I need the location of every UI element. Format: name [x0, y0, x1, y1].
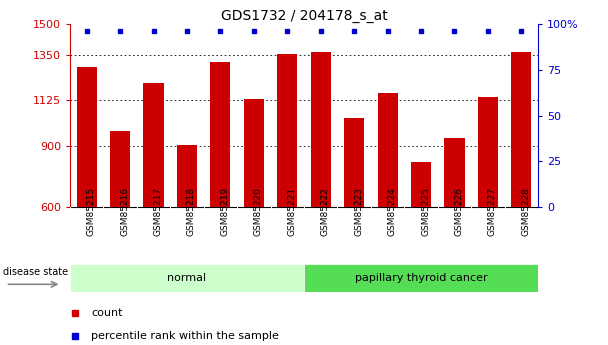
- Text: normal: normal: [167, 273, 207, 283]
- Bar: [478, 97, 498, 207]
- Title: GDS1732 / 204178_s_at: GDS1732 / 204178_s_at: [221, 9, 387, 23]
- Text: GSM85228: GSM85228: [521, 187, 530, 236]
- Bar: [444, 138, 465, 207]
- Text: GSM85224: GSM85224: [388, 187, 396, 236]
- Text: GSM85223: GSM85223: [354, 187, 363, 236]
- Text: GSM85227: GSM85227: [488, 187, 497, 236]
- Text: GSM85221: GSM85221: [287, 187, 296, 236]
- Bar: [70, 264, 304, 292]
- Text: disease state: disease state: [4, 267, 69, 277]
- Text: GSM85222: GSM85222: [321, 187, 330, 236]
- Bar: [277, 53, 297, 207]
- Bar: [244, 99, 264, 207]
- Bar: [411, 162, 431, 207]
- Bar: [511, 51, 531, 207]
- Text: GSM85219: GSM85219: [220, 187, 229, 236]
- Bar: [311, 51, 331, 207]
- Text: GSM85226: GSM85226: [454, 187, 463, 236]
- Text: GSM85216: GSM85216: [120, 187, 129, 236]
- Text: percentile rank within the sample: percentile rank within the sample: [91, 331, 279, 341]
- Bar: [77, 67, 97, 207]
- Text: count: count: [91, 308, 122, 318]
- Bar: [210, 62, 230, 207]
- Bar: [177, 145, 197, 207]
- Bar: [304, 264, 538, 292]
- Text: GSM85217: GSM85217: [153, 187, 162, 236]
- Bar: [143, 83, 164, 207]
- Bar: [344, 118, 364, 207]
- Bar: [110, 131, 130, 207]
- Text: GSM85225: GSM85225: [421, 187, 430, 236]
- Text: GSM85218: GSM85218: [187, 187, 196, 236]
- Text: papillary thyroid cancer: papillary thyroid cancer: [354, 273, 488, 283]
- Text: GSM85215: GSM85215: [86, 187, 95, 236]
- Text: GSM85220: GSM85220: [254, 187, 263, 236]
- Bar: [378, 93, 398, 207]
